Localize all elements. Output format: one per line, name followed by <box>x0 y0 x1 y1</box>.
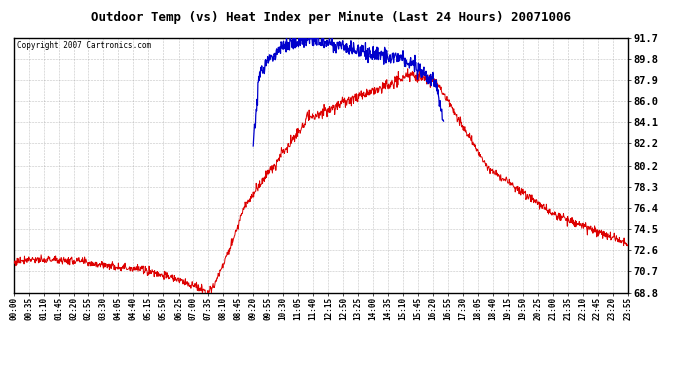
Text: Copyright 2007 Cartronics.com: Copyright 2007 Cartronics.com <box>17 41 151 50</box>
Text: Outdoor Temp (vs) Heat Index per Minute (Last 24 Hours) 20071006: Outdoor Temp (vs) Heat Index per Minute … <box>91 11 571 24</box>
